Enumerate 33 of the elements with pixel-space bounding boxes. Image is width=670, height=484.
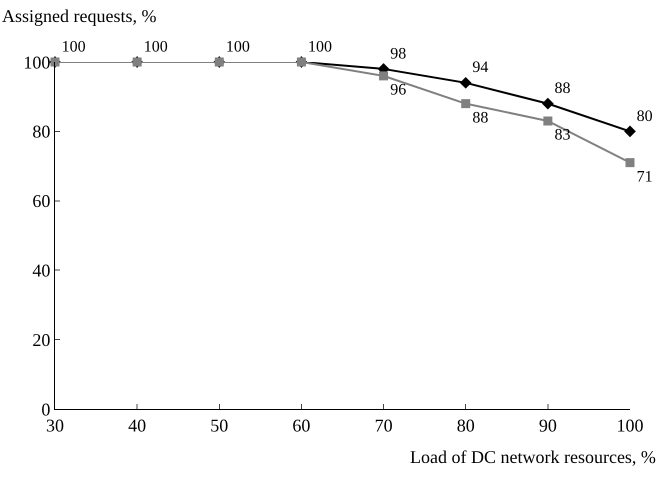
y-tick-label: 80 — [32, 122, 50, 142]
x-tick-label: 50 — [210, 416, 228, 436]
point — [461, 99, 470, 108]
data-label: 100 — [226, 38, 250, 56]
point — [626, 158, 634, 168]
x-tick-label: 100 — [616, 416, 644, 436]
data-label: 80 — [636, 108, 653, 125]
data-label: 83 — [554, 126, 570, 144]
y-tick-label: 20 — [32, 330, 50, 350]
x-tick-label: 60 — [292, 416, 310, 436]
point — [543, 116, 552, 126]
data-label: 88 — [472, 109, 488, 126]
data-label: 98 — [390, 45, 406, 62]
point — [542, 98, 554, 110]
x-axis-title: Load of DC network resources, % — [410, 447, 656, 467]
x-tick-label: 70 — [374, 416, 393, 436]
data-label: 100 — [144, 38, 168, 56]
y-tick-label: 40 — [32, 260, 50, 280]
y-tick-label: 100 — [23, 52, 50, 72]
point — [460, 76, 472, 89]
data-label: 100 — [308, 38, 332, 56]
point — [379, 71, 388, 80]
data-label: 100 — [62, 38, 86, 56]
data-label: 96 — [390, 82, 406, 99]
x-tick-label: 80 — [456, 416, 475, 436]
data-label: 88 — [554, 80, 570, 98]
data-label: 71 — [636, 168, 653, 186]
y-tick-label: 60 — [32, 191, 50, 212]
data-label: 94 — [472, 59, 488, 76]
x-tick-label: 40 — [128, 416, 146, 436]
y-axis-title: Assigned requests, % — [2, 6, 156, 26]
point — [624, 126, 636, 138]
x-tick-label: 90 — [538, 416, 557, 436]
